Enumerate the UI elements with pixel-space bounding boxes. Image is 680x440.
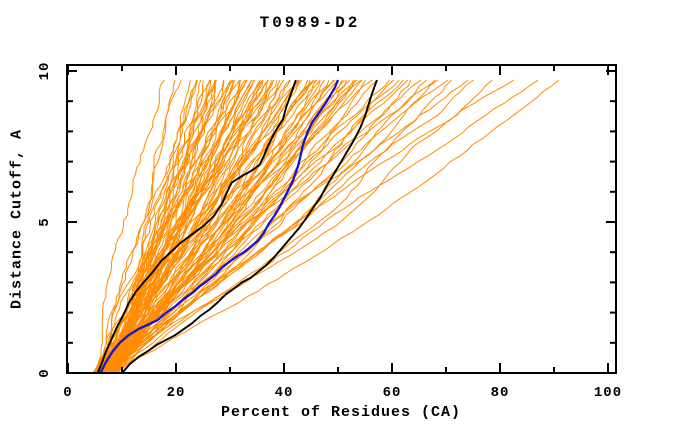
ensemble-model-line [109, 79, 452, 374]
ensemble-model-line [97, 79, 291, 374]
ensemble-model-line [93, 79, 317, 374]
model-curve-black-a [96, 79, 297, 374]
ensemble-model-line [95, 79, 354, 374]
x-tick-label: 80 [491, 385, 510, 401]
ensemble-model-line [112, 79, 539, 374]
ensemble-model-line [102, 79, 202, 373]
ensemble-model-line [97, 79, 300, 374]
x-tick-label: 20 [167, 385, 186, 401]
y-tick-label: 10 [37, 62, 53, 81]
x-tick-label: 0 [63, 385, 72, 401]
x-tick-label: 100 [594, 385, 622, 401]
ensemble-model-line [106, 79, 395, 374]
ensemble-model-line [101, 79, 439, 374]
y-tick-label: 5 [37, 217, 53, 226]
reference-curve-blue [99, 79, 340, 374]
ensemble-model-line [101, 79, 255, 374]
ensemble-model-line [100, 79, 212, 374]
ensemble-model-line [98, 79, 339, 374]
ensemble-model-line [97, 79, 373, 374]
plot-frame [66, 64, 617, 374]
x-tick-label: 40 [275, 385, 294, 401]
ensemble-model-line [107, 79, 449, 374]
ensemble-model-line [96, 79, 474, 374]
ensemble-model-line [112, 79, 428, 374]
ensemble-model-line [103, 79, 278, 374]
model-curve-black-b [121, 79, 378, 374]
ensemble-model-line [114, 79, 367, 374]
x-axis-title: Percent of Residues (CA) [220, 404, 462, 421]
ensemble-model-line [112, 79, 560, 374]
ensemble-model-line [111, 79, 261, 374]
ensemble-model-line [103, 79, 514, 374]
ensemble-model-line [94, 79, 165, 374]
ensemble-model-line [106, 79, 334, 374]
chart-title: T0989-D2 [259, 14, 361, 32]
ensemble-model-line [100, 79, 493, 374]
x-tick-label: 60 [383, 385, 402, 401]
ensemble-model-line [112, 79, 314, 374]
y-tick-label: 0 [37, 368, 53, 377]
ensemble-model-line [105, 79, 236, 374]
